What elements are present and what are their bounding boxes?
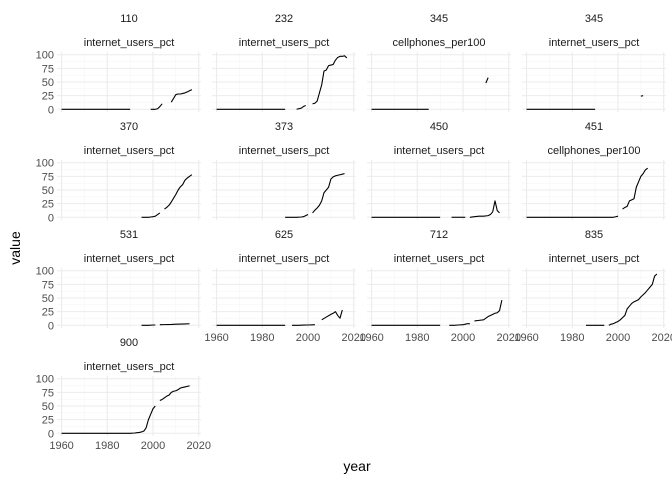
facet-subtitle: cellphones_per100 — [393, 37, 486, 49]
series-line-segment — [142, 213, 160, 217]
series-line-segment — [313, 174, 345, 213]
facet-title: 373 — [275, 121, 293, 133]
series-line-segment — [160, 386, 190, 401]
series-line-segment — [474, 300, 501, 321]
y-tick-label: 50 — [42, 185, 54, 197]
x-tick-label: 2000 — [451, 332, 475, 344]
series-line-segment — [623, 168, 648, 209]
series-line-segment — [151, 104, 162, 109]
y-tick-label: 25 — [42, 91, 54, 103]
y-tick-label: 100 — [36, 50, 54, 62]
x-axis-title: year — [343, 458, 371, 474]
facet-title: 451 — [585, 121, 603, 133]
y-tick-label: 0 — [48, 428, 54, 440]
x-tick-label: 1960 — [359, 332, 383, 344]
facet-title: 531 — [120, 229, 138, 241]
x-tick-label: 2000 — [296, 332, 320, 344]
y-tick-label: 50 — [42, 293, 54, 305]
series-line-segment — [292, 325, 315, 326]
y-tick-label: 75 — [42, 63, 54, 75]
y-tick-label: 100 — [36, 158, 54, 170]
y-tick-label: 75 — [42, 387, 54, 399]
facet-subtitle: internet_users_pct — [239, 37, 330, 49]
y-tick-label: 0 — [48, 320, 54, 332]
facet-title: 370 — [120, 121, 138, 133]
facet-subtitle: internet_users_pct — [394, 253, 485, 265]
y-tick-label: 0 — [48, 104, 54, 116]
facet-subtitle: cellphones_per100 — [548, 145, 641, 157]
x-tick-label: 1980 — [95, 440, 119, 452]
x-tick-label: 1960 — [49, 440, 73, 452]
facet-subtitle: internet_users_pct — [84, 253, 175, 265]
facet-panel: 835 internet_users_pct 1960 1980 2000 2020 — [514, 229, 672, 344]
y-axis-title: value — [7, 231, 23, 265]
facet-title: 625 — [275, 229, 293, 241]
facet-panel: 345 cellphones_per100 — [367, 13, 511, 112]
facet-title: 110 — [120, 13, 138, 25]
facet-title: 900 — [120, 337, 138, 349]
facet-subtitle: internet_users_pct — [549, 37, 640, 49]
facet-panels: 110internet_users_pct0255075100232intern… — [36, 13, 672, 452]
facet-title: 450 — [430, 121, 448, 133]
y-tick-label: 100 — [36, 266, 54, 278]
y-tick-label: 75 — [42, 171, 54, 183]
facet-subtitle: internet_users_pct — [84, 37, 175, 49]
series-line-segment — [313, 56, 347, 104]
facet-title: 835 — [585, 229, 603, 241]
facet-title: 345 — [585, 13, 603, 25]
x-tick-label: 2000 — [141, 440, 165, 452]
y-tick-label: 25 — [42, 307, 54, 319]
facet-title: 712 — [430, 229, 448, 241]
x-tick-label: 1960 — [514, 332, 538, 344]
series-line-segment — [160, 324, 190, 325]
y-tick-label: 75 — [42, 279, 54, 291]
series-line-segment — [641, 96, 643, 97]
facet-subtitle: internet_users_pct — [84, 145, 175, 157]
x-tick-label: 2000 — [606, 332, 630, 344]
series-line-segment — [609, 274, 657, 325]
facet-subtitle: internet_users_pct — [239, 145, 330, 157]
facet-panel: 373 internet_users_pct — [212, 121, 356, 220]
y-tick-label: 25 — [42, 415, 54, 427]
facet-panel: 451 cellphones_per100 — [522, 121, 666, 220]
facet-panel: 450 internet_users_pct — [367, 121, 511, 220]
y-tick-label: 50 — [42, 77, 54, 89]
facet-subtitle: internet_users_pct — [239, 253, 330, 265]
x-tick-label: 1980 — [405, 332, 429, 344]
facet-subtitle: internet_users_pct — [549, 253, 640, 265]
y-tick-label: 0 — [48, 212, 54, 224]
facet-title: 232 — [275, 13, 293, 25]
x-tick-label: 1980 — [560, 332, 584, 344]
y-tick-label: 25 — [42, 199, 54, 211]
facet-subtitle: internet_users_pct — [84, 361, 175, 373]
facet-title: 345 — [430, 13, 448, 25]
y-tick-label: 100 — [36, 374, 54, 386]
x-tick-label: 2020 — [651, 332, 672, 344]
facet-subtitle: internet_users_pct — [394, 145, 485, 157]
x-tick-label: 2020 — [186, 440, 210, 452]
y-tick-label: 50 — [42, 401, 54, 413]
facet-panel: 232 internet_users_pct — [212, 13, 356, 112]
facet-panel: 345 internet_users_pct — [522, 13, 666, 112]
x-tick-label: 1980 — [250, 332, 274, 344]
series-line-segment — [297, 105, 306, 109]
x-tick-label: 1960 — [204, 332, 228, 344]
